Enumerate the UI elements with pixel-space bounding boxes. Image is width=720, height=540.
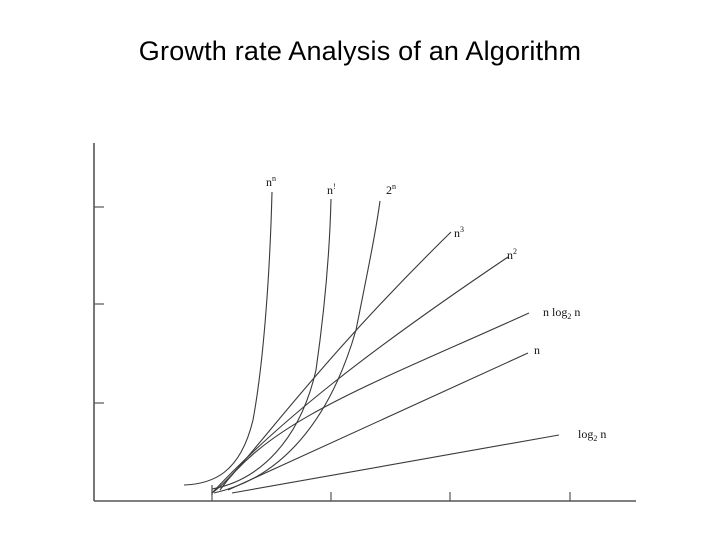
curve-two-to-the-n xyxy=(213,200,381,494)
label-n-squared: n2 xyxy=(507,247,517,262)
curve-n-factorial xyxy=(211,198,332,490)
curve-log-n xyxy=(231,434,560,494)
curve-n-cubed xyxy=(211,231,452,494)
label-log-n: log2 n xyxy=(578,427,606,443)
curve-n-log-n xyxy=(219,312,530,491)
label-n-cubed: n3 xyxy=(454,225,464,240)
curve-n-squared xyxy=(211,256,509,494)
label-n-log-n: n log2 n xyxy=(543,305,580,321)
label-n-to-the-n: nn xyxy=(266,174,276,189)
slide-title: Growth rate Analysis of an Algorithm xyxy=(138,36,582,66)
label-n-factorial: n! xyxy=(327,182,336,197)
label-two-to-the-n: 2n xyxy=(386,182,396,197)
label-linear-n: n xyxy=(534,343,540,357)
curve-linear-n xyxy=(227,352,529,491)
curve-n-to-the-n xyxy=(183,191,273,486)
